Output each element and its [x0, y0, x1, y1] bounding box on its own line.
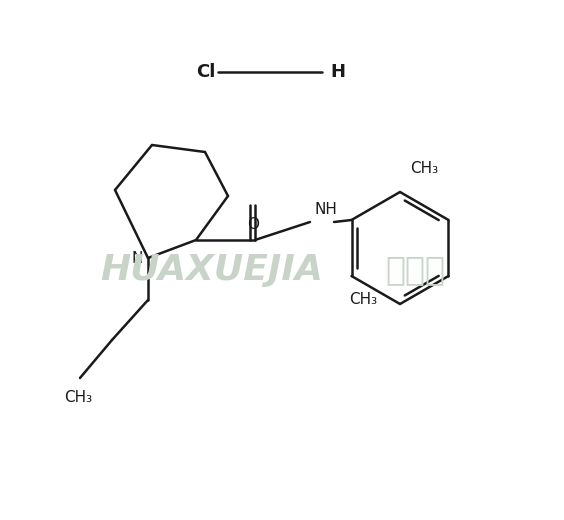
Text: CH₃: CH₃ [350, 292, 378, 307]
Text: NH: NH [314, 202, 337, 217]
Text: Cl: Cl [196, 63, 215, 81]
Text: N: N [131, 251, 143, 266]
Text: CH₃: CH₃ [64, 390, 92, 405]
Text: HUAXUEJIA: HUAXUEJIA [100, 253, 323, 287]
Text: 化学加: 化学加 [385, 253, 445, 287]
Text: CH₃: CH₃ [410, 161, 438, 176]
Text: H: H [330, 63, 345, 81]
Text: O: O [247, 217, 259, 232]
